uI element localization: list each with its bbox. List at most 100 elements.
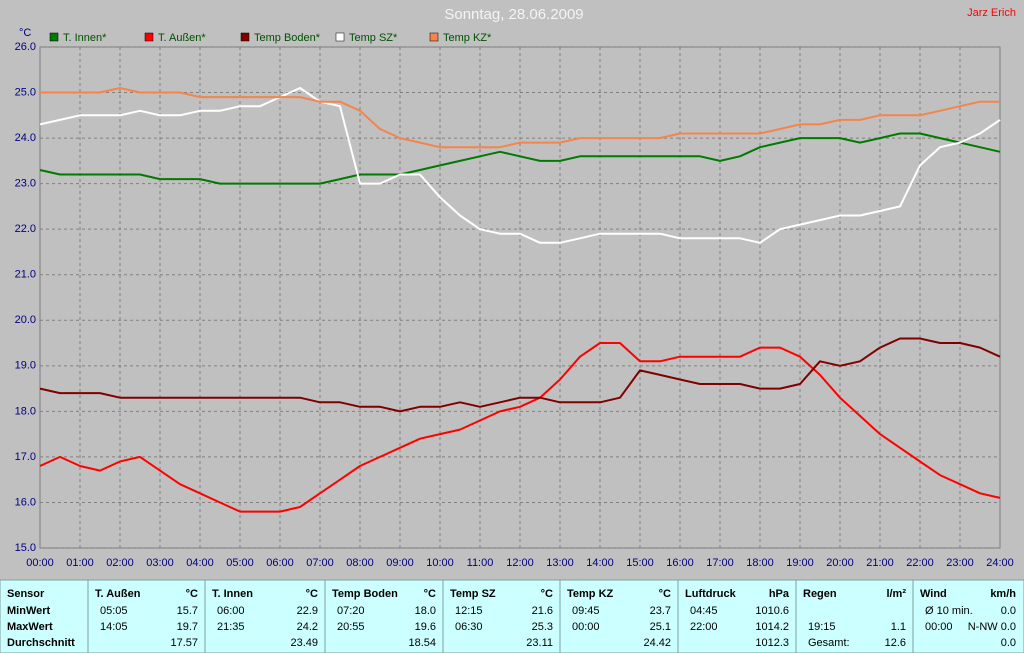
legend-swatch [335, 32, 345, 42]
cell-time: 20:55 [337, 621, 365, 633]
y-tick-label: 20.0 [15, 314, 36, 326]
cell-value: 25.1 [650, 621, 671, 633]
x-tick-label: 07:00 [306, 557, 334, 569]
y-tick-label: 25.0 [15, 86, 36, 98]
column-unit: km/h [990, 588, 1016, 600]
x-tick-label: 08:00 [346, 557, 374, 569]
legend-swatch [240, 32, 250, 42]
y-tick-label: 17.0 [15, 451, 36, 463]
cell-value: 19.6 [415, 621, 436, 633]
cell-value: 1.1 [891, 621, 906, 633]
cell-time: 19:15 [808, 621, 836, 633]
cell-time: 07:20 [337, 605, 365, 617]
x-tick-label: 04:00 [186, 557, 214, 569]
x-tick-label: 23:00 [946, 557, 974, 569]
x-tick-label: 02:00 [106, 557, 134, 569]
y-tick-label: 19.0 [15, 360, 36, 372]
plot-area [39, 46, 1001, 549]
legend-swatch [429, 32, 439, 42]
y-tick-label: 26.0 [15, 41, 36, 53]
column-header: Temp KZ [567, 588, 614, 600]
cell-time: 09:45 [572, 605, 600, 617]
x-tick-label: 21:00 [866, 557, 894, 569]
x-tick-label: 20:00 [826, 557, 854, 569]
cell-value: 18.0 [415, 605, 436, 617]
chart-title: Sonntag, 28.06.2009 [444, 6, 583, 23]
column-unit: °C [306, 588, 318, 600]
legend-label: Temp KZ* [443, 32, 492, 44]
y-tick-label: 24.0 [15, 132, 36, 144]
cell-value: 0.0 [1001, 637, 1016, 649]
x-tick-label: 11:00 [467, 557, 494, 569]
cell-time: 00:00 [925, 621, 953, 633]
legend-swatch [144, 32, 154, 42]
column-header: Temp SZ [450, 588, 496, 600]
cell-time: 06:30 [455, 621, 483, 633]
cell-time: Gesamt: [808, 637, 850, 649]
row-label: MaxWert [7, 621, 53, 633]
y-tick-label: 18.0 [15, 405, 36, 417]
column-unit: °C [541, 588, 553, 600]
row-label: Durchschnitt [7, 637, 75, 649]
cell-value: 18.54 [408, 637, 436, 649]
column-header: Luftdruck [685, 588, 737, 600]
cell-value: 0.0 [1001, 605, 1016, 617]
cell-value: 23.11 [526, 637, 553, 649]
x-tick-label: 01:00 [66, 557, 94, 569]
cell-value: 24.42 [643, 637, 671, 649]
y-tick-label: 15.0 [15, 542, 36, 554]
cell-value: 1010.6 [755, 605, 789, 617]
cell-time: 04:45 [690, 605, 718, 617]
x-tick-label: 12:00 [506, 557, 534, 569]
y-tick-label: 21.0 [15, 269, 36, 281]
x-tick-label: 18:00 [746, 557, 774, 569]
legend-label: Temp SZ* [349, 32, 398, 44]
cell-value: 24.2 [297, 621, 318, 633]
cell-time: 12:15 [455, 605, 483, 617]
legend-swatch [49, 32, 59, 42]
legend-label: T. Außen* [158, 32, 206, 44]
cell-value: 21.6 [532, 605, 553, 617]
cell-time: 06:00 [217, 605, 245, 617]
x-tick-label: 15:00 [626, 557, 654, 569]
x-tick-label: 24:00 [986, 557, 1014, 569]
cell-value: 15.7 [177, 605, 198, 617]
cell-time: 21:35 [217, 621, 245, 633]
column-header: T. Innen [212, 588, 253, 600]
x-tick-label: 13:00 [546, 557, 574, 569]
cell-value: N-NW 0.0 [968, 621, 1016, 633]
y-axis-label: °C [19, 27, 31, 39]
y-tick-label: 22.0 [15, 223, 36, 235]
column-header: Wind [920, 588, 947, 600]
legend-label: Temp Boden* [254, 32, 321, 44]
cell-value: 1014.2 [755, 621, 789, 633]
column-unit: °C [659, 588, 671, 600]
column-header: Regen [803, 588, 837, 600]
series-line [39, 132, 1001, 185]
cell-value: 19.7 [177, 621, 198, 633]
x-tick-label: 14:00 [586, 557, 614, 569]
x-tick-label: 19:00 [786, 557, 814, 569]
x-tick-label: 06:00 [266, 557, 294, 569]
cell-value: 17.57 [170, 637, 198, 649]
cell-value: 23.49 [290, 637, 318, 649]
column-unit: °C [186, 588, 198, 600]
x-tick-label: 17:00 [706, 557, 734, 569]
series-line [39, 342, 1001, 513]
table-header: Sensor [7, 588, 45, 600]
x-tick-label: 09:00 [386, 557, 414, 569]
author: Jarz Erich [967, 7, 1016, 19]
x-tick-label: 05:00 [226, 557, 254, 569]
series-line [39, 337, 1001, 413]
x-tick-label: 10:00 [426, 557, 454, 569]
table-background [0, 579, 1024, 653]
x-tick-label: 16:00 [666, 557, 694, 569]
series-line [39, 87, 1001, 244]
row-label: MinWert [7, 605, 51, 617]
cell-time: 05:05 [100, 605, 128, 617]
cell-value: 1012.3 [755, 637, 789, 649]
column-unit: hPa [769, 588, 790, 600]
series-line [40, 87, 1000, 149]
